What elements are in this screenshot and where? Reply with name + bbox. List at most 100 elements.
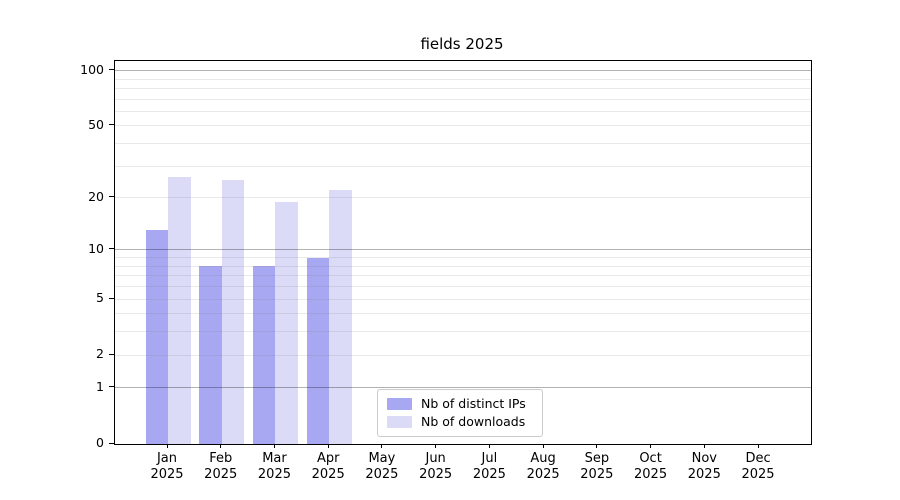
x-tick-month: Feb xyxy=(209,451,233,466)
gridline-minor-5 xyxy=(115,298,811,300)
x-tick-label-mar: Mar 2025 xyxy=(242,451,306,483)
y-tick-mark-10 xyxy=(109,248,114,250)
plot-area xyxy=(114,60,812,445)
x-tick-month: May xyxy=(368,451,396,466)
y-tick-label-100: 100 xyxy=(80,61,104,77)
x-tick-year: 2025 xyxy=(204,467,238,482)
x-tick-label-aug: Aug 2025 xyxy=(511,451,575,483)
gridline-minor-2 xyxy=(115,354,811,356)
x-tick-mark-oct xyxy=(650,444,652,448)
gridline-minor-3 xyxy=(115,331,811,333)
x-tick-month: Jan xyxy=(156,451,178,466)
y-tick-mark-2 xyxy=(109,353,114,355)
gridline-minor-8 xyxy=(115,265,811,267)
y-tick-label-50: 50 xyxy=(88,116,104,132)
gridline-minor-80 xyxy=(115,87,811,89)
x-tick-year: 2025 xyxy=(311,467,345,482)
gridline-minor-40 xyxy=(115,143,811,145)
bar-distinct-ips-mar xyxy=(252,266,276,444)
x-tick-month: Mar xyxy=(262,451,287,466)
x-tick-label-jul: Jul 2025 xyxy=(457,451,521,483)
x-tick-month: Nov xyxy=(691,451,717,466)
gridline-minor-9 xyxy=(115,257,811,259)
x-tick-year: 2025 xyxy=(634,467,668,482)
x-tick-label-jun: Jun 2025 xyxy=(404,451,468,483)
y-tick-mark-100 xyxy=(109,69,114,71)
legend-item-distinct-ips: Nb of distinct IPs xyxy=(387,396,533,412)
x-tick-year: 2025 xyxy=(687,467,721,482)
x-tick-label-dec: Dec 2025 xyxy=(726,451,790,483)
x-tick-mark-nov xyxy=(703,444,705,448)
bar-distinct-ips-feb xyxy=(199,266,222,444)
bar-layer xyxy=(115,61,811,444)
x-tick-mark-sep xyxy=(596,444,598,448)
legend: Nb of distinct IPs Nb of downloads xyxy=(377,389,543,437)
x-tick-month: Apr xyxy=(316,451,340,466)
y-tick-mark-20 xyxy=(109,196,114,198)
y-tick-label-10: 10 xyxy=(88,240,104,256)
gridline-minor-70 xyxy=(115,98,811,100)
gridline-minor-20 xyxy=(115,197,811,199)
x-tick-year: 2025 xyxy=(150,467,184,482)
x-tick-label-sep: Sep 2025 xyxy=(565,451,629,483)
gridline-major-10 xyxy=(115,249,811,251)
x-tick-mark-mar xyxy=(273,444,275,448)
x-tick-label-jan: Jan 2025 xyxy=(135,451,199,483)
y-tick-label-1: 1 xyxy=(96,378,104,394)
major-gridlines-layer xyxy=(115,61,811,444)
x-tick-label-feb: Feb 2025 xyxy=(189,451,253,483)
gridline-minor-4 xyxy=(115,313,811,315)
x-tick-label-apr: Apr 2025 xyxy=(296,451,360,483)
gridline-minor-90 xyxy=(115,78,811,80)
gridline-minor-7 xyxy=(115,275,811,277)
x-tick-year: 2025 xyxy=(419,467,453,482)
y-tick-label-0: 0 xyxy=(96,435,104,450)
bar-distinct-ips-jan xyxy=(145,230,168,444)
chart-title: fields 2025 xyxy=(420,35,504,53)
bar-downloads-apr xyxy=(329,190,352,444)
x-tick-year: 2025 xyxy=(257,467,291,482)
y-tick-mark-1 xyxy=(109,386,114,388)
bar-downloads-mar xyxy=(275,201,298,444)
minor-gridlines-layer xyxy=(115,61,811,444)
x-tick-mark-dec xyxy=(757,444,759,448)
x-tick-month: Sep xyxy=(584,451,610,466)
x-tick-mark-may xyxy=(381,444,383,448)
gridline-major-1 xyxy=(115,387,811,389)
x-tick-mark-jan xyxy=(166,444,168,448)
x-tick-year: 2025 xyxy=(580,467,614,482)
x-tick-mark-feb xyxy=(220,444,222,448)
legend-label-downloads: Nb of downloads xyxy=(421,414,526,429)
x-tick-year: 2025 xyxy=(365,467,399,482)
x-tick-year: 2025 xyxy=(472,467,506,482)
y-tick-label-5: 5 xyxy=(96,290,104,306)
x-tick-month: Oct xyxy=(639,451,662,466)
y-tick-mark-0 xyxy=(109,442,114,444)
bar-downloads-feb xyxy=(221,180,245,444)
legend-label-distinct-ips: Nb of distinct IPs xyxy=(421,396,526,411)
y-tick-mark-50 xyxy=(109,124,114,126)
gridline-minor-6 xyxy=(115,286,811,288)
gridline-minor-50 xyxy=(115,125,811,127)
y-tick-label-20: 20 xyxy=(88,188,104,204)
x-tick-label-nov: Nov 2025 xyxy=(672,451,736,483)
x-tick-month: Jun xyxy=(425,451,446,466)
x-tick-month: Jul xyxy=(481,451,498,466)
legend-swatch-downloads xyxy=(387,416,412,428)
x-tick-month: Aug xyxy=(530,451,556,466)
x-tick-month: Dec xyxy=(745,451,771,466)
x-tick-year: 2025 xyxy=(526,467,560,482)
x-tick-mark-aug xyxy=(542,444,544,448)
legend-swatch-distinct-ips xyxy=(387,398,412,410)
gridline-minor-60 xyxy=(115,110,811,112)
gridline-major-100 xyxy=(115,70,811,72)
x-tick-label-oct: Oct 2025 xyxy=(619,451,683,483)
x-tick-label-may: May 2025 xyxy=(350,451,414,483)
y-tick-label-2: 2 xyxy=(96,346,104,362)
x-tick-mark-jun xyxy=(435,444,437,448)
bar-downloads-jan xyxy=(168,177,191,444)
x-tick-mark-apr xyxy=(327,444,329,448)
bar-distinct-ips-apr xyxy=(306,257,330,444)
gridline-minor-30 xyxy=(115,165,811,167)
